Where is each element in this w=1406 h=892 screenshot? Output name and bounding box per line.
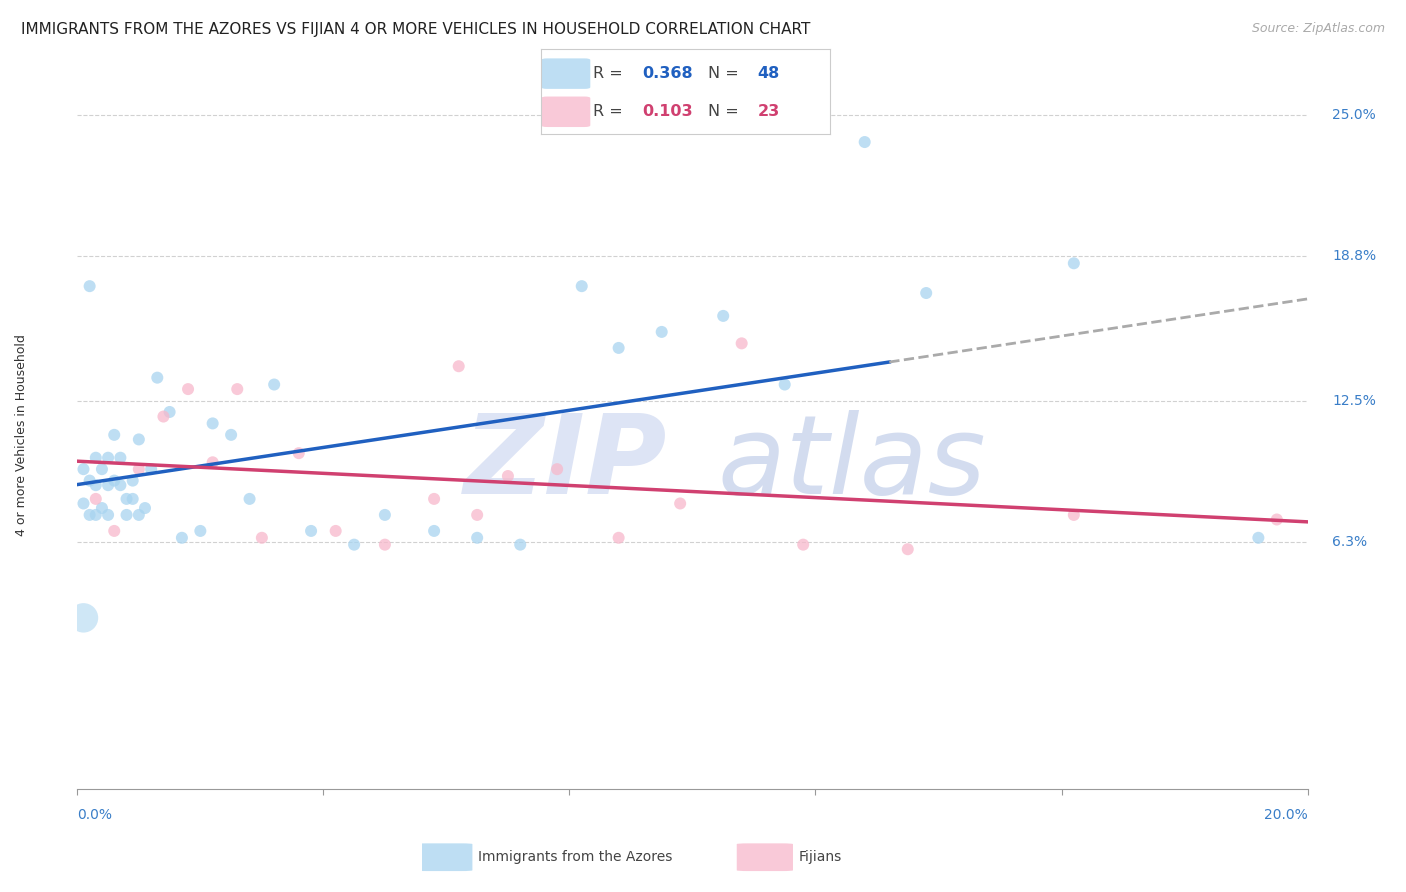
Point <box>219 428 242 442</box>
Text: 48: 48 <box>758 66 780 81</box>
Point <box>1063 508 1085 522</box>
Point <box>72 611 94 625</box>
Text: Source: ZipAtlas.com: Source: ZipAtlas.com <box>1251 22 1385 36</box>
Point <box>1063 256 1085 270</box>
Point <box>263 377 285 392</box>
Point <box>423 491 446 506</box>
Point <box>496 469 519 483</box>
Point <box>121 474 143 488</box>
Point <box>250 531 273 545</box>
Point <box>465 508 488 522</box>
Point <box>201 455 224 469</box>
Point <box>84 450 107 465</box>
Point <box>84 491 107 506</box>
Point <box>115 508 138 522</box>
Text: 4 or more Vehicles in Household: 4 or more Vehicles in Household <box>15 334 28 536</box>
Point <box>110 478 132 492</box>
Point <box>509 538 531 552</box>
Point <box>84 508 107 522</box>
Point <box>115 491 138 506</box>
Point <box>170 531 193 545</box>
Point <box>90 501 114 516</box>
Text: 20.0%: 20.0% <box>1264 808 1308 822</box>
Point <box>423 524 446 538</box>
Point <box>239 491 262 506</box>
Point <box>711 309 734 323</box>
Point <box>288 446 311 460</box>
Point <box>1247 531 1270 545</box>
Point <box>607 341 630 355</box>
Point <box>201 417 224 431</box>
Point <box>669 496 692 510</box>
Point <box>103 524 125 538</box>
Text: ZIP: ZIP <box>464 409 668 516</box>
Text: atlas: atlas <box>717 409 986 516</box>
Point <box>128 462 150 476</box>
Text: 18.8%: 18.8% <box>1333 250 1376 263</box>
Text: 0.368: 0.368 <box>643 66 693 81</box>
Point <box>299 524 322 538</box>
Point <box>1265 512 1288 526</box>
Point <box>731 336 754 351</box>
Point <box>103 428 125 442</box>
Point <box>72 496 94 510</box>
Text: Immigrants from the Azores: Immigrants from the Azores <box>478 850 672 864</box>
Point <box>915 285 938 300</box>
Point <box>159 405 181 419</box>
Point <box>343 538 366 552</box>
Text: N =: N = <box>709 66 744 81</box>
Point <box>177 382 200 396</box>
Point <box>226 382 249 396</box>
FancyBboxPatch shape <box>416 843 472 871</box>
Point <box>773 377 796 392</box>
Point <box>571 279 593 293</box>
Point <box>79 508 101 522</box>
Point <box>447 359 470 374</box>
Text: Fijians: Fijians <box>799 850 842 864</box>
Point <box>374 538 396 552</box>
Point <box>853 135 876 149</box>
Point <box>110 450 132 465</box>
Point <box>465 531 488 545</box>
Point <box>97 508 120 522</box>
Point <box>72 462 94 476</box>
Point <box>325 524 347 538</box>
Point <box>141 462 163 476</box>
Point <box>897 542 920 557</box>
Point <box>103 474 125 488</box>
Point <box>134 501 156 516</box>
Point <box>84 478 107 492</box>
Point <box>374 508 396 522</box>
Text: 25.0%: 25.0% <box>1333 108 1376 121</box>
Point <box>546 462 568 476</box>
Point <box>97 450 120 465</box>
Point <box>128 433 150 447</box>
Point <box>188 524 212 538</box>
Text: R =: R = <box>593 104 628 120</box>
Point <box>79 279 101 293</box>
Point <box>97 478 120 492</box>
Point <box>607 531 630 545</box>
Text: N =: N = <box>709 104 744 120</box>
Point <box>146 370 169 384</box>
Text: 12.5%: 12.5% <box>1333 393 1376 408</box>
Point <box>128 508 150 522</box>
Point <box>90 462 114 476</box>
Point <box>79 474 101 488</box>
Point <box>152 409 174 424</box>
Text: R =: R = <box>593 66 628 81</box>
Point <box>121 491 143 506</box>
FancyBboxPatch shape <box>737 843 793 871</box>
FancyBboxPatch shape <box>541 58 591 89</box>
Text: IMMIGRANTS FROM THE AZORES VS FIJIAN 4 OR MORE VEHICLES IN HOUSEHOLD CORRELATION: IMMIGRANTS FROM THE AZORES VS FIJIAN 4 O… <box>21 22 810 37</box>
Point <box>792 538 814 552</box>
FancyBboxPatch shape <box>541 96 591 127</box>
Point <box>651 325 673 339</box>
Text: 23: 23 <box>758 104 780 120</box>
Text: 0.0%: 0.0% <box>77 808 112 822</box>
Text: 6.3%: 6.3% <box>1333 535 1367 549</box>
Text: 0.103: 0.103 <box>643 104 693 120</box>
